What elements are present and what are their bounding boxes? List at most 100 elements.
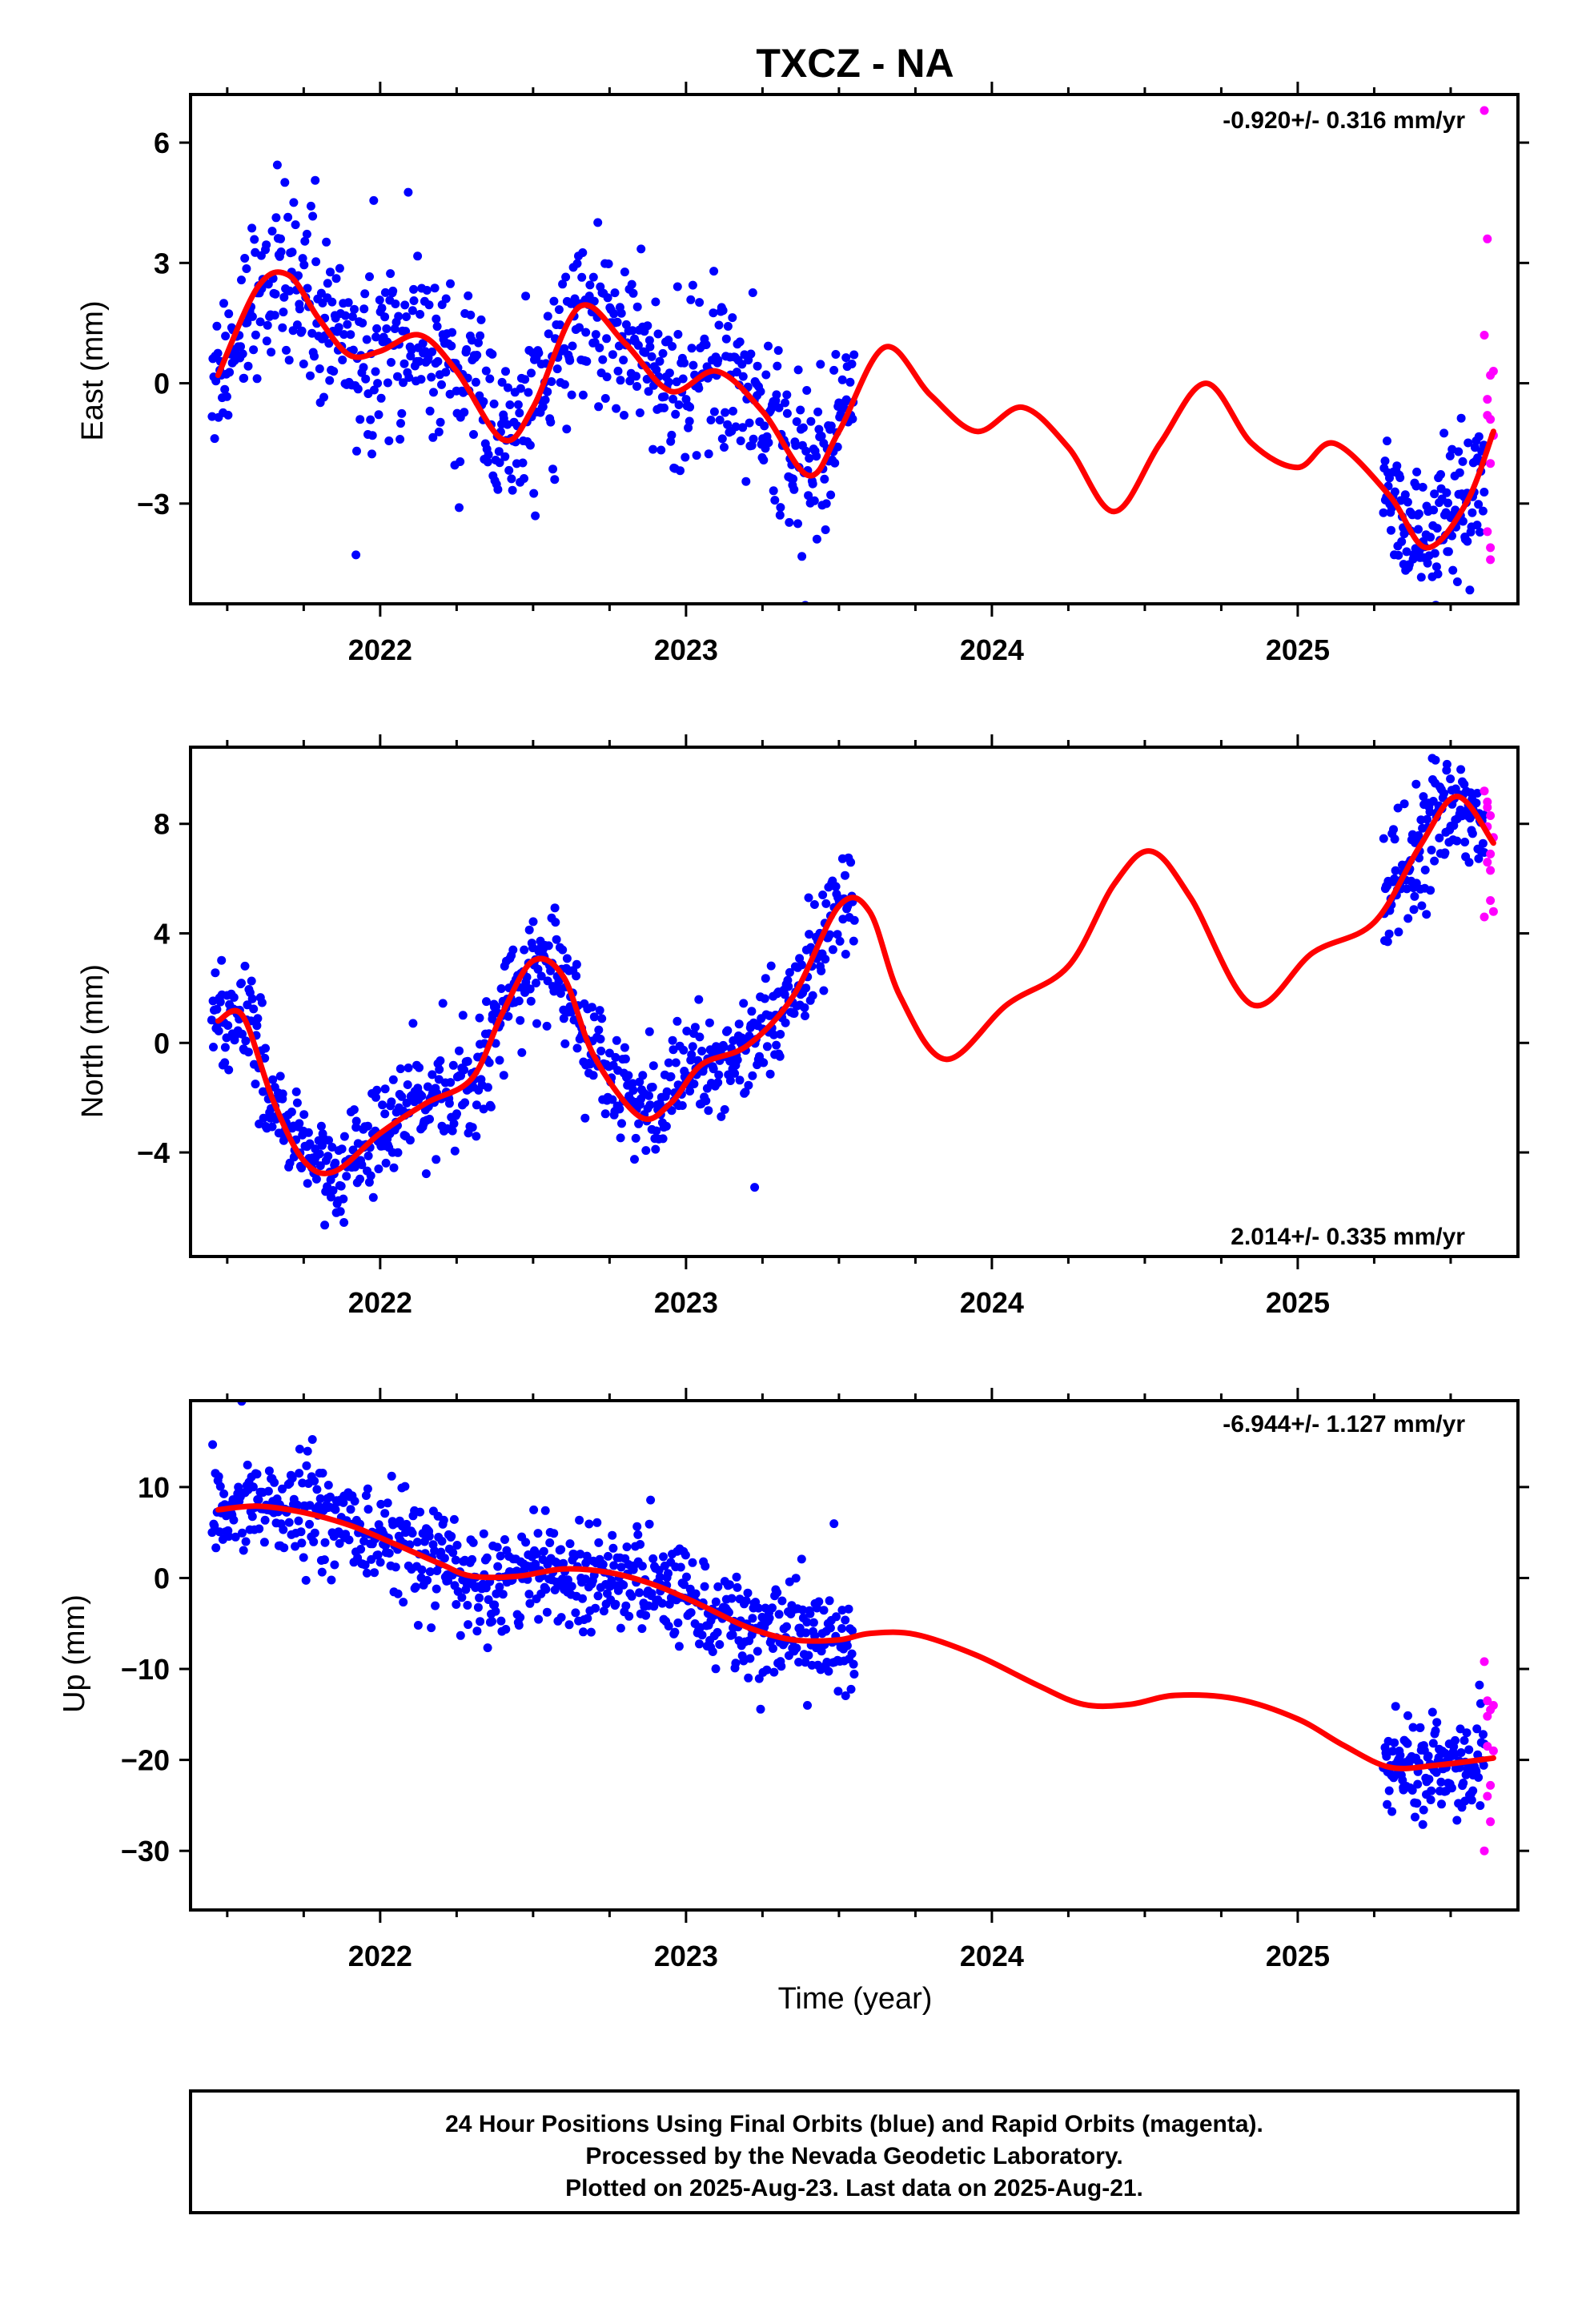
final-orbit-point [1451,1735,1460,1745]
final-orbit-point [769,1667,779,1677]
final-orbit-point [833,930,842,939]
final-orbit-point [307,328,317,338]
final-orbit-point [789,1009,799,1018]
final-orbit-point [595,343,604,352]
final-orbit-point [488,349,497,359]
final-orbit-point [1468,1786,1478,1795]
final-orbit-point [521,292,531,301]
final-orbit-point [433,356,443,366]
final-orbit-point [819,1606,829,1615]
final-orbit-point [848,414,857,424]
final-orbit-point [363,1505,373,1514]
final-orbit-point [644,1091,653,1100]
final-orbit-point [549,1529,559,1538]
final-orbit-point [694,384,704,393]
final-orbit-point [528,917,538,927]
final-orbit-point [1452,836,1462,846]
final-orbit-point [582,356,592,366]
final-orbit-point [544,329,553,339]
final-orbit-point [715,1640,725,1649]
final-orbit-point [524,1590,534,1599]
final-orbit-point [695,298,705,308]
final-orbit-point [534,1614,544,1624]
final-orbit-point [632,302,642,312]
final-orbit-point [390,324,400,333]
final-orbit-point [243,1460,252,1470]
final-orbit-point [300,236,310,246]
final-orbit-point [428,432,438,442]
final-orbit-point [367,431,377,440]
final-orbit-point [719,1043,729,1051]
final-orbit-point [1436,470,1445,479]
final-orbit-point [1468,508,1477,517]
final-orbit-point [463,1601,472,1610]
final-orbit-point [326,267,335,277]
final-orbit-point [399,1598,408,1607]
final-orbit-point [666,1072,676,1081]
final-orbit-point [315,1161,325,1171]
final-orbit-point [774,1610,784,1619]
final-orbit-point [303,1128,313,1137]
final-orbit-point [386,269,396,279]
final-orbit-point [624,1071,633,1080]
final-orbit-point [376,393,386,403]
final-orbit-point [250,235,259,244]
final-orbit-point [413,1621,423,1630]
final-orbit-point [737,360,747,369]
final-orbit-point [260,1515,270,1525]
final-orbit-point [1476,1699,1485,1708]
final-orbit-point [231,1532,240,1542]
final-orbit-point [500,1535,509,1544]
final-orbit-point [458,1011,468,1020]
final-orbit-point [347,312,357,321]
final-orbit-point [784,982,793,991]
final-orbit-point [841,1691,850,1700]
final-orbit-point [380,287,390,297]
final-orbit-point [563,1575,572,1585]
final-orbit-point [741,476,751,486]
final-orbit-point [550,475,560,485]
final-orbit-point [554,305,564,315]
final-orbit-point [225,368,235,377]
final-orbit-point [728,313,737,323]
final-orbit-point [373,1550,383,1560]
final-orbit-point [1402,884,1411,894]
final-orbit-point [428,1070,437,1080]
final-orbit-point [389,1163,399,1172]
final-orbit-point [631,1133,640,1143]
final-orbit-point [493,485,503,494]
final-orbit-point [556,1613,566,1622]
final-orbit-point [533,964,543,974]
final-orbit-point [415,1063,424,1072]
final-orbit-point [821,955,830,964]
final-orbit-point [1466,788,1476,798]
final-orbit-point [575,323,584,332]
y-tick-label: 6 [154,127,170,159]
final-orbit-point [472,1100,481,1110]
final-orbit-point [306,201,315,211]
final-orbit-point [355,415,365,424]
final-orbit-point [772,1040,781,1050]
final-orbit-point [496,1616,506,1626]
final-orbit-point [242,264,251,273]
final-orbit-point [1425,807,1435,817]
final-orbit-point [616,1623,625,1633]
final-orbit-point [520,945,529,955]
final-orbit-point [801,1628,811,1638]
final-orbit-point [307,1435,317,1444]
final-orbit-point [308,211,318,221]
final-orbit-point [849,1670,859,1679]
final-orbit-point [561,272,571,282]
final-orbit-point [436,1056,445,1065]
final-orbit-point [616,1133,625,1143]
final-orbit-point [455,1046,464,1055]
final-orbit-point [594,1538,604,1547]
final-orbit-point [1384,929,1394,939]
final-orbit-point [1446,774,1456,784]
final-orbit-point [635,1588,644,1598]
final-orbit-point [670,1627,680,1637]
final-orbit-point [690,1023,700,1032]
final-orbit-point [549,296,559,306]
final-orbit-point [343,320,352,329]
final-orbit-point [384,1549,394,1558]
